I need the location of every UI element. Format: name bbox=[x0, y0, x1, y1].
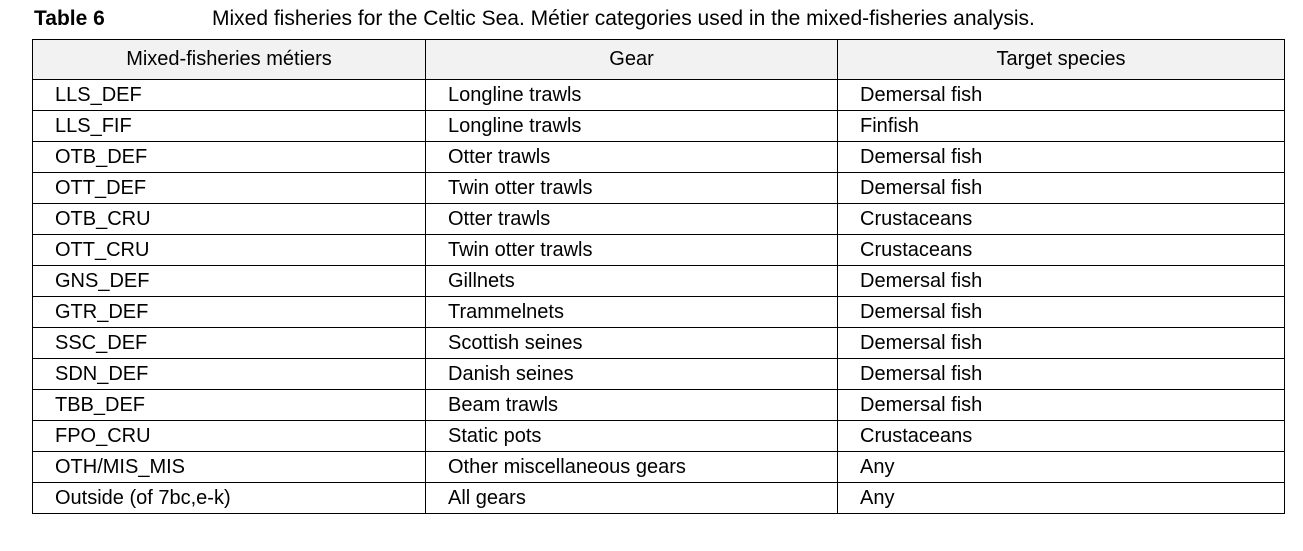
table-row: OTB_DEF Otter trawls Demersal fish bbox=[32, 141, 1285, 173]
metier-cell: SDN_DEF bbox=[32, 358, 426, 390]
gear-cell: Beam trawls bbox=[425, 389, 838, 421]
table-row: OTT_CRU Twin otter trawls Crustaceans bbox=[32, 234, 1285, 266]
table-row: LLS_DEF Longline trawls Demersal fish bbox=[32, 79, 1285, 111]
gear-cell: Twin otter trawls bbox=[425, 172, 838, 204]
target-species-cell: Finfish bbox=[837, 110, 1285, 142]
gear-cell: Other miscellaneous gears bbox=[425, 451, 838, 483]
metier-cell: OTB_CRU bbox=[32, 203, 426, 235]
target-species-cell: Demersal fish bbox=[837, 172, 1285, 204]
gear-cell: Trammelnets bbox=[425, 296, 838, 328]
table-row: Outside (of 7bc,e-k) All gears Any bbox=[32, 482, 1285, 514]
metier-cell: OTH/MIS_MIS bbox=[32, 451, 426, 483]
metier-cell: OTB_DEF bbox=[32, 141, 426, 173]
target-species-cell: Crustaceans bbox=[837, 203, 1285, 235]
gear-cell: Longline trawls bbox=[425, 79, 838, 111]
gear-cell: All gears bbox=[425, 482, 838, 514]
header-row: Mixed-fisheries métiers Gear Target spec… bbox=[32, 39, 1285, 80]
table-row: GNS_DEF Gillnets Demersal fish bbox=[32, 265, 1285, 297]
gear-cell: Danish seines bbox=[425, 358, 838, 390]
metier-cell: Outside (of 7bc,e-k) bbox=[32, 482, 426, 514]
column-header-target-species: Target species bbox=[837, 39, 1285, 80]
metier-cell: LLS_DEF bbox=[32, 79, 426, 111]
table-row: LLS_FIF Longline trawls Finfish bbox=[32, 110, 1285, 142]
metier-cell: OTT_CRU bbox=[32, 234, 426, 266]
table-header: Mixed-fisheries métiers Gear Target spec… bbox=[32, 39, 1285, 80]
gear-cell: Otter trawls bbox=[425, 203, 838, 235]
target-species-cell: Demersal fish bbox=[837, 141, 1285, 173]
target-species-cell: Demersal fish bbox=[837, 389, 1285, 421]
target-species-cell: Any bbox=[837, 482, 1285, 514]
gear-cell: Gillnets bbox=[425, 265, 838, 297]
metier-table: Mixed-fisheries métiers Gear Target spec… bbox=[32, 39, 1285, 514]
table-row: SSC_DEF Scottish seines Demersal fish bbox=[32, 327, 1285, 359]
gear-cell: Static pots bbox=[425, 420, 838, 452]
table-row: FPO_CRU Static pots Crustaceans bbox=[32, 420, 1285, 452]
gear-cell: Scottish seines bbox=[425, 327, 838, 359]
table-row: OTB_CRU Otter trawls Crustaceans bbox=[32, 203, 1285, 235]
metier-cell: TBB_DEF bbox=[32, 389, 426, 421]
table-title: Mixed fisheries for the Celtic Sea. Méti… bbox=[212, 7, 1035, 30]
target-species-cell: Crustaceans bbox=[837, 420, 1285, 452]
gear-cell: Otter trawls bbox=[425, 141, 838, 173]
column-header-gear: Gear bbox=[425, 39, 838, 80]
table-row: OTT_DEF Twin otter trawls Demersal fish bbox=[32, 172, 1285, 204]
table-body: LLS_DEF Longline trawls Demersal fish LL… bbox=[32, 79, 1285, 514]
metier-cell: FPO_CRU bbox=[32, 420, 426, 452]
metier-cell: OTT_DEF bbox=[32, 172, 426, 204]
gear-cell: Longline trawls bbox=[425, 110, 838, 142]
table-row: OTH/MIS_MIS Other miscellaneous gears An… bbox=[32, 451, 1285, 483]
target-species-cell: Crustaceans bbox=[837, 234, 1285, 266]
metier-cell: GNS_DEF bbox=[32, 265, 426, 297]
table-row: TBB_DEF Beam trawls Demersal fish bbox=[32, 389, 1285, 421]
metier-cell: GTR_DEF bbox=[32, 296, 426, 328]
target-species-cell: Demersal fish bbox=[837, 327, 1285, 359]
table-row: GTR_DEF Trammelnets Demersal fish bbox=[32, 296, 1285, 328]
gear-cell: Twin otter trawls bbox=[425, 234, 838, 266]
metier-cell: SSC_DEF bbox=[32, 327, 426, 359]
column-header-metiers: Mixed-fisheries métiers bbox=[32, 39, 426, 80]
target-species-cell: Demersal fish bbox=[837, 296, 1285, 328]
target-species-cell: Any bbox=[837, 451, 1285, 483]
target-species-cell: Demersal fish bbox=[837, 358, 1285, 390]
table-row: SDN_DEF Danish seines Demersal fish bbox=[32, 358, 1285, 390]
table-caption: Table 6 Mixed fisheries for the Celtic S… bbox=[34, 4, 1035, 34]
target-species-cell: Demersal fish bbox=[837, 79, 1285, 111]
metier-cell: LLS_FIF bbox=[32, 110, 426, 142]
target-species-cell: Demersal fish bbox=[837, 265, 1285, 297]
table-number: Table 6 bbox=[34, 7, 105, 30]
